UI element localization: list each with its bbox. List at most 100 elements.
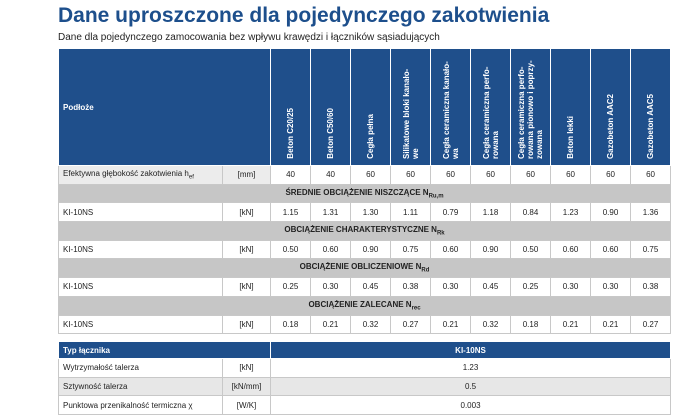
data-row: Wytrzymałość talerza [kN] 1.23 <box>58 358 672 378</box>
column-header: Cegła ceramiczna perfo-rowana <box>470 48 512 166</box>
column-label: Silikatowe bloki kanało-we <box>401 68 420 159</box>
value: 0.27 <box>390 314 432 335</box>
column-header: Beton C50/60 <box>310 48 352 166</box>
value: 0.84 <box>510 202 552 223</box>
row-label: KI-10NS <box>58 239 223 260</box>
column-label: Beton lekki <box>566 116 576 159</box>
row-label: Sztywność talerza <box>58 376 223 397</box>
value: 60 <box>550 165 592 185</box>
value: 0.90 <box>350 239 392 260</box>
value: 0.75 <box>630 239 672 260</box>
label: OBCIĄŻENIE OBLICZENIOWE N <box>299 262 422 272</box>
section-row: ŚREDNIE OBCIĄŻENIE NISZCZĄCE NRu,m <box>57 183 672 204</box>
value: 60 <box>350 165 392 185</box>
value: 0.45 <box>350 277 392 297</box>
label: Efektywna głębokość zakotwienia h <box>63 169 189 179</box>
value: 1.23 <box>550 202 592 223</box>
data-row: KI-10NS [kN] 1.15 1.31 1.30 1.11 0.79 1.18 0.84 1… <box>58 202 672 223</box>
row-label: KI-10NS <box>58 314 223 335</box>
subtitle: Dane dla pojedynczego zamocowania bez wp… <box>58 32 440 43</box>
unit: [W/K] <box>221 395 272 415</box>
label: OBCIĄŻENIE ZALECANE N <box>308 299 412 309</box>
value: 0.32 <box>350 314 392 335</box>
column-label: Beton C20/25 <box>286 108 296 159</box>
value: 0.90 <box>470 239 512 260</box>
section-title: OBCIĄŻENIE CHARAKTERYSTYCZNE NRk <box>57 221 672 241</box>
corner-cell: Podłoże <box>57 48 272 166</box>
data-row: KI-10NS [kN] 0.50 0.60 0.90 0.75 0.60 0.90 0.50 0… <box>58 239 672 260</box>
value: 0.90 <box>590 202 632 223</box>
label-subscript: Rd <box>421 268 430 275</box>
value: 60 <box>630 165 672 185</box>
value: 60 <box>390 165 432 185</box>
value: 0.38 <box>630 277 672 297</box>
section-row: OBCIĄŻENIE ZALECANE Nrec <box>57 295 672 316</box>
value: 0.003 <box>270 395 672 415</box>
column-label: Cegła pełna <box>366 114 376 159</box>
value: 60 <box>510 165 552 185</box>
value: 1.23 <box>270 358 672 378</box>
column-label: Beton C50/60 <box>326 108 336 159</box>
table-body: Efektywna głębokość zakotwienia hef [mm] 4… <box>57 165 672 335</box>
data-row: KI-10NS [kN] 0.25 0.30 0.45 0.38 0.30 0.45 0.25 0… <box>58 277 672 297</box>
value: 0.25 <box>270 277 312 297</box>
unit: [mm] <box>221 165 272 185</box>
unit: [kN] <box>221 314 272 335</box>
unit: [kN] <box>221 277 272 297</box>
unit: [kN/mm] <box>221 376 272 397</box>
value: 0.5 <box>270 376 672 397</box>
value: 60 <box>590 165 632 185</box>
value: 0.18 <box>270 314 312 335</box>
column-label: Cegła ceramiczna perfo-rowana <box>481 66 500 159</box>
value: 0.30 <box>550 277 592 297</box>
section-row: OBCIĄŻENIE CHARAKTERYSTYCZNE NRk <box>57 221 672 241</box>
value: 0.45 <box>470 277 512 297</box>
value: 0.25 <box>510 277 552 297</box>
table-head: Typ łącznika KI-10NS <box>57 341 672 359</box>
value: 0.50 <box>510 239 552 260</box>
unit: [kN] <box>221 202 272 223</box>
value: 0.79 <box>430 202 472 223</box>
column-header: Cegła pełna <box>350 48 392 166</box>
header-cell: Typ łącznika <box>57 341 272 359</box>
value: 0.30 <box>430 277 472 297</box>
value: 0.50 <box>270 239 312 260</box>
row-label: Wytrzymałość talerza <box>58 358 223 378</box>
row-label: Punktowa przenikalność termiczna χ <box>58 395 223 415</box>
label: OBCIĄŻENIE CHARAKTERYSTYCZNE N <box>284 225 437 235</box>
data-table: Podłoże Beton C20/25 Beton C50/60 Cegła peł… <box>57 48 672 335</box>
value: 40 <box>270 165 312 185</box>
plate-table: Typ łącznika KI-10NS Wytrzymałość talerza… <box>57 341 672 415</box>
header-row: Podłoże Beton C20/25 Beton C50/60 Cegła peł… <box>57 48 672 166</box>
label: ŚREDNIE OBCIĄŻENIE NISZCZĄCE N <box>285 187 429 197</box>
label-subscript: Ru,m <box>428 193 444 200</box>
value: 0.21 <box>310 314 352 335</box>
value: 1.11 <box>390 202 432 223</box>
value: 60 <box>470 165 512 185</box>
column-label: Gazobeton AAC2 <box>606 93 616 159</box>
value: 0.60 <box>310 239 352 260</box>
header-row: Typ łącznika KI-10NS <box>57 341 672 359</box>
row-label: Efektywna głębokość zakotwienia hef <box>58 165 223 185</box>
label-subscript: Rk <box>436 230 445 237</box>
column-label: Cegła ceramiczna kanało-wa <box>441 61 460 159</box>
value: 40 <box>310 165 352 185</box>
data-row: Punktowa przenikalność termiczna χ [W/K] 0… <box>58 395 672 415</box>
value: 1.15 <box>270 202 312 223</box>
header-cell: KI-10NS <box>270 341 672 359</box>
value: 0.30 <box>590 277 632 297</box>
column-header: Beton lekki <box>550 48 592 166</box>
value: 0.60 <box>430 239 472 260</box>
column-label: Gazobeton AAC5 <box>646 93 656 159</box>
column-header: Gazobeton AAC2 <box>590 48 632 166</box>
section-title: ŚREDNIE OBCIĄŻENIE NISZCZĄCE NRu,m <box>57 183 672 204</box>
value: 0.60 <box>550 239 592 260</box>
row-label: KI-10NS <box>58 277 223 297</box>
column-label: Cegła ceramiczna perfo-rowana pionowo i … <box>517 60 545 159</box>
column-header: Cegła ceramiczna kanało-wa <box>430 48 472 166</box>
value: 0.60 <box>590 239 632 260</box>
section-title: OBCIĄŻENIE OBLICZENIOWE NRd <box>57 258 672 279</box>
column-header: Silikatowe bloki kanało-we <box>390 48 432 166</box>
table-head: Podłoże Beton C20/25 Beton C50/60 Cegła peł… <box>57 48 672 166</box>
data-row: Sztywność talerza [kN/mm] 0.5 <box>58 376 672 397</box>
